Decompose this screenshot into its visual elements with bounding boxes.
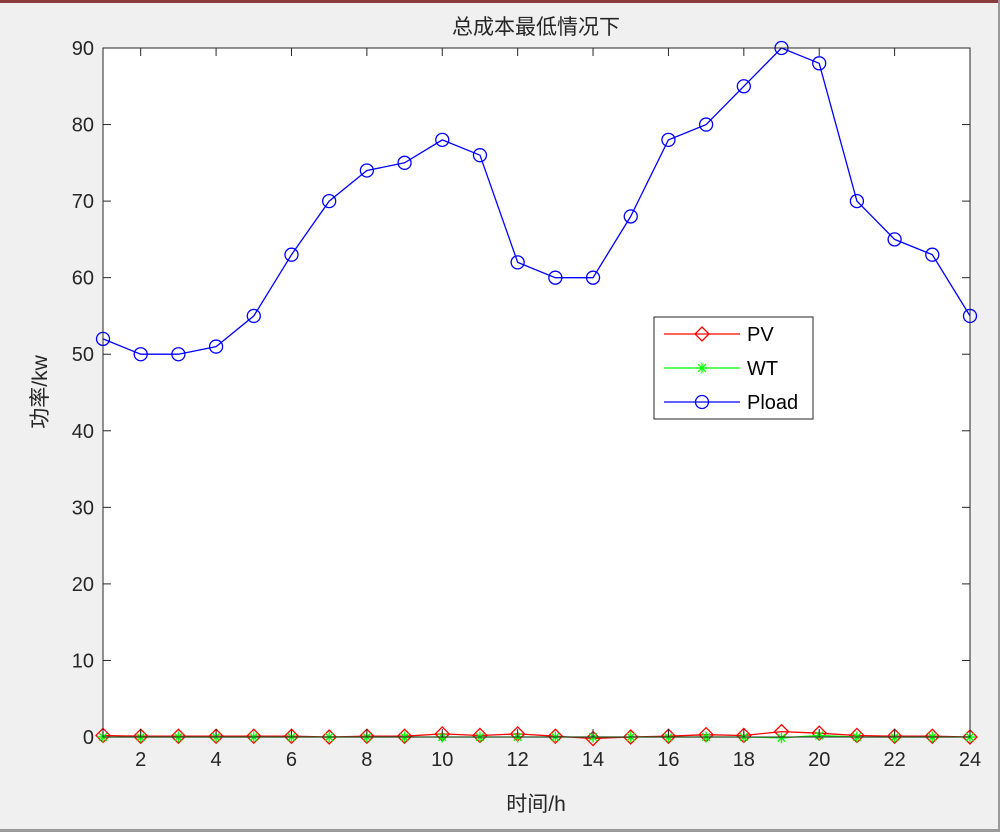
data-point-pload (925, 247, 940, 262)
legend: PV WT Pload (653, 316, 814, 420)
window-bottom-edge (0, 829, 1000, 832)
x-tick-label: 24 (959, 749, 981, 771)
data-point-pv (132, 728, 149, 745)
data-point-pload (208, 339, 224, 354)
x-tick-label: 12 (507, 749, 529, 771)
legend-marker-pv (694, 326, 710, 342)
data-point-pload (171, 347, 186, 362)
legend-label-pv: PV (747, 324, 774, 346)
data-point-pv (962, 729, 978, 745)
data-point-pload (661, 132, 676, 148)
plot-area (103, 48, 970, 737)
x-tick-label: 20 (808, 749, 830, 771)
data-point-pload (472, 148, 488, 163)
y-tick-label: 80 (72, 115, 94, 137)
data-point-pv (585, 730, 601, 747)
data-point-pload (322, 193, 337, 209)
plot-frame (102, 47, 971, 738)
y-tick-label: 20 (72, 574, 94, 596)
data-point-pv (396, 728, 413, 745)
window-right-edge (998, 0, 1000, 832)
window-top-edge (0, 0, 1000, 3)
x-tick-label: 22 (883, 749, 905, 771)
x-tick-label: 8 (361, 749, 372, 771)
data-point-pv (358, 728, 375, 745)
data-point-pload (397, 155, 412, 170)
y-tick-label: 30 (72, 497, 94, 519)
data-point-pv (886, 728, 903, 745)
data-point-pload (887, 232, 902, 247)
y-tick-label: 0 (83, 727, 94, 749)
data-point-pload (435, 132, 450, 148)
x-tick-label: 14 (582, 749, 604, 771)
data-point-pv (245, 728, 262, 745)
x-tick-label: 6 (286, 749, 297, 771)
legend-label-wt: WT (747, 358, 778, 380)
data-point-wt (776, 732, 788, 744)
y-tick-label: 50 (72, 344, 94, 366)
data-point-pload (849, 193, 865, 209)
data-point-pv (208, 728, 225, 745)
data-point-pload (812, 56, 827, 71)
x-tick-label: 4 (211, 749, 222, 771)
y-tick-label: 90 (72, 38, 94, 60)
data-point-pload (736, 79, 751, 94)
legend-marker-pload (694, 394, 710, 410)
data-point-pv (622, 729, 639, 745)
series-line-pload (102, 47, 971, 355)
data-point-pload (623, 209, 638, 224)
x-tick-label: 2 (135, 749, 146, 771)
y-axis-label: 功率/kw (29, 354, 52, 428)
x-axis-label: 时间/h (506, 793, 566, 816)
legend-marker-wt (696, 362, 708, 374)
y-tick-label: 10 (72, 650, 94, 672)
y-tick-label: 60 (72, 268, 94, 290)
data-point-pv (924, 728, 941, 745)
data-point-pv (283, 728, 300, 745)
data-point-pload (284, 247, 299, 262)
data-point-pload (133, 347, 148, 362)
data-point-pload (510, 255, 525, 270)
chart-marks (95, 40, 978, 747)
data-point-pv (547, 728, 564, 745)
x-tick-label: 18 (733, 749, 755, 771)
data-point-pload (585, 270, 601, 285)
data-point-pload (548, 270, 563, 285)
data-point-pv (170, 728, 187, 745)
x-tick-label: 10 (431, 749, 453, 771)
data-point-pv (321, 729, 338, 745)
data-point-pload (359, 163, 375, 178)
legend-label-pload: Pload (747, 392, 798, 414)
data-point-pv (660, 728, 677, 745)
y-tick-label: 40 (72, 421, 94, 443)
y-tick-label: 70 (72, 191, 94, 213)
data-point-pload (698, 117, 714, 132)
x-tick-label: 16 (657, 749, 679, 771)
chart-title: 总成本最低情况下 (452, 16, 620, 39)
data-point-pload (246, 308, 261, 324)
